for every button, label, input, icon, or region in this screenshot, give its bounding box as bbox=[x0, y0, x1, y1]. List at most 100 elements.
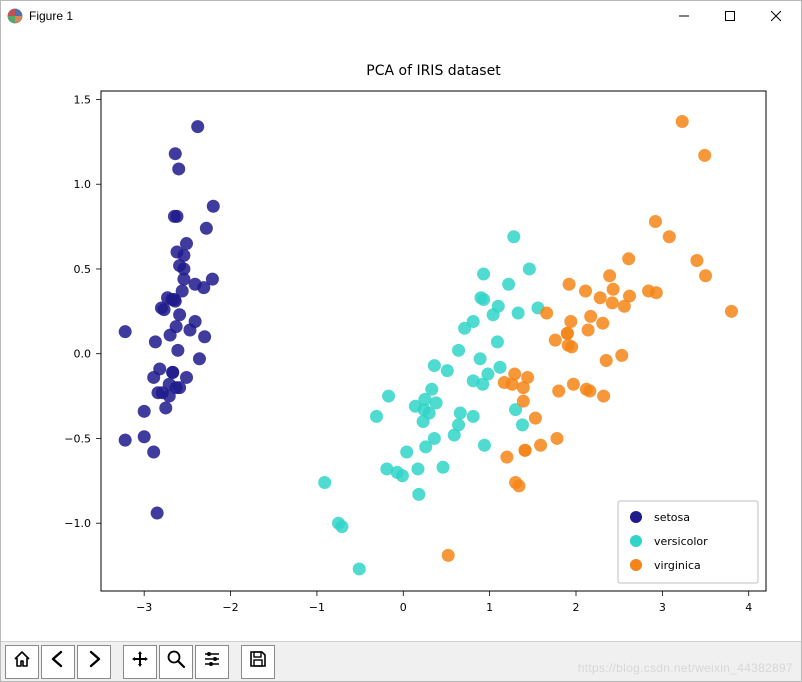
data-point bbox=[411, 462, 424, 475]
data-point bbox=[521, 371, 534, 384]
legend-marker bbox=[630, 535, 642, 547]
legend-label: virginica bbox=[654, 559, 701, 572]
configure-icon bbox=[202, 649, 222, 674]
data-point bbox=[690, 254, 703, 267]
data-point bbox=[138, 405, 151, 418]
data-point bbox=[561, 327, 574, 340]
home-icon bbox=[12, 649, 32, 674]
data-point bbox=[579, 285, 592, 298]
window-minimize-button[interactable] bbox=[661, 1, 707, 31]
data-point bbox=[564, 315, 577, 328]
data-point bbox=[151, 507, 164, 520]
data-point bbox=[562, 339, 575, 352]
data-point bbox=[594, 291, 607, 304]
data-point bbox=[149, 335, 162, 348]
window-close-button[interactable] bbox=[753, 1, 799, 31]
legend-label: versicolor bbox=[654, 535, 708, 548]
data-point bbox=[582, 323, 595, 336]
data-point bbox=[428, 359, 441, 372]
data-point bbox=[318, 476, 331, 489]
ytick-label: −1.0 bbox=[64, 517, 91, 530]
data-point bbox=[152, 386, 165, 399]
data-point bbox=[500, 451, 513, 464]
data-point bbox=[551, 432, 564, 445]
home-button[interactable] bbox=[5, 645, 39, 679]
data-point bbox=[164, 329, 177, 342]
window-titlebar: Figure 1 bbox=[1, 1, 801, 31]
data-point bbox=[189, 278, 202, 291]
data-point bbox=[491, 335, 504, 348]
data-point bbox=[622, 252, 635, 265]
data-point bbox=[437, 461, 450, 474]
data-point bbox=[516, 418, 529, 431]
data-point bbox=[663, 230, 676, 243]
zoom-icon bbox=[166, 649, 186, 674]
data-point bbox=[412, 488, 425, 501]
data-point bbox=[699, 269, 712, 282]
xtick-label: 3 bbox=[659, 601, 666, 614]
window-maximize-button[interactable] bbox=[707, 1, 753, 31]
data-point bbox=[467, 410, 480, 423]
matplotlib-toolbar: https://blog.csdn.net/weixin_44382897 bbox=[1, 641, 801, 681]
forward-button[interactable] bbox=[77, 645, 111, 679]
data-point bbox=[549, 334, 562, 347]
data-point bbox=[173, 308, 186, 321]
app-icon bbox=[7, 8, 23, 24]
data-point bbox=[475, 291, 488, 304]
data-point bbox=[563, 278, 576, 291]
data-point bbox=[508, 368, 521, 381]
xtick-label: 0 bbox=[400, 601, 407, 614]
data-point bbox=[567, 378, 580, 391]
data-point bbox=[498, 376, 511, 389]
save-button[interactable] bbox=[241, 645, 275, 679]
data-point bbox=[166, 366, 179, 379]
data-point bbox=[607, 283, 620, 296]
data-point bbox=[642, 285, 655, 298]
ytick-label: −0.5 bbox=[64, 432, 91, 445]
back-icon bbox=[48, 649, 68, 674]
data-point bbox=[474, 352, 487, 365]
data-point bbox=[454, 407, 467, 420]
data-point bbox=[517, 395, 530, 408]
data-point bbox=[442, 549, 455, 562]
data-point bbox=[177, 249, 190, 262]
data-point bbox=[119, 434, 132, 447]
ytick-label: 1.5 bbox=[74, 93, 92, 106]
data-point bbox=[163, 390, 176, 403]
pan-button[interactable] bbox=[123, 645, 157, 679]
data-point bbox=[467, 374, 480, 387]
data-point bbox=[552, 385, 565, 398]
data-point bbox=[606, 296, 619, 309]
data-point bbox=[169, 295, 182, 308]
data-point bbox=[512, 307, 525, 320]
data-point bbox=[428, 432, 441, 445]
data-point bbox=[529, 412, 542, 425]
data-point bbox=[519, 444, 532, 457]
zoom-button[interactable] bbox=[159, 645, 193, 679]
data-point bbox=[676, 115, 689, 128]
data-point bbox=[698, 149, 711, 162]
back-button[interactable] bbox=[41, 645, 75, 679]
data-point bbox=[370, 410, 383, 423]
chart-title: PCA of IRIS dataset bbox=[366, 63, 501, 79]
data-point bbox=[618, 300, 631, 313]
pan-icon bbox=[130, 649, 150, 674]
data-point bbox=[168, 210, 181, 223]
data-point bbox=[159, 401, 172, 414]
data-point bbox=[540, 307, 553, 320]
data-point bbox=[477, 268, 490, 281]
configure-button[interactable] bbox=[195, 645, 229, 679]
data-point bbox=[596, 317, 609, 330]
data-point bbox=[494, 361, 507, 374]
data-point bbox=[177, 262, 190, 275]
data-point bbox=[423, 407, 436, 420]
data-point bbox=[441, 364, 454, 377]
data-point bbox=[597, 390, 610, 403]
data-point bbox=[169, 147, 182, 160]
data-point bbox=[173, 381, 186, 394]
data-point bbox=[425, 383, 438, 396]
data-point bbox=[649, 215, 662, 228]
data-point bbox=[193, 352, 206, 365]
xtick-label: 2 bbox=[573, 601, 580, 614]
data-point bbox=[353, 562, 366, 575]
